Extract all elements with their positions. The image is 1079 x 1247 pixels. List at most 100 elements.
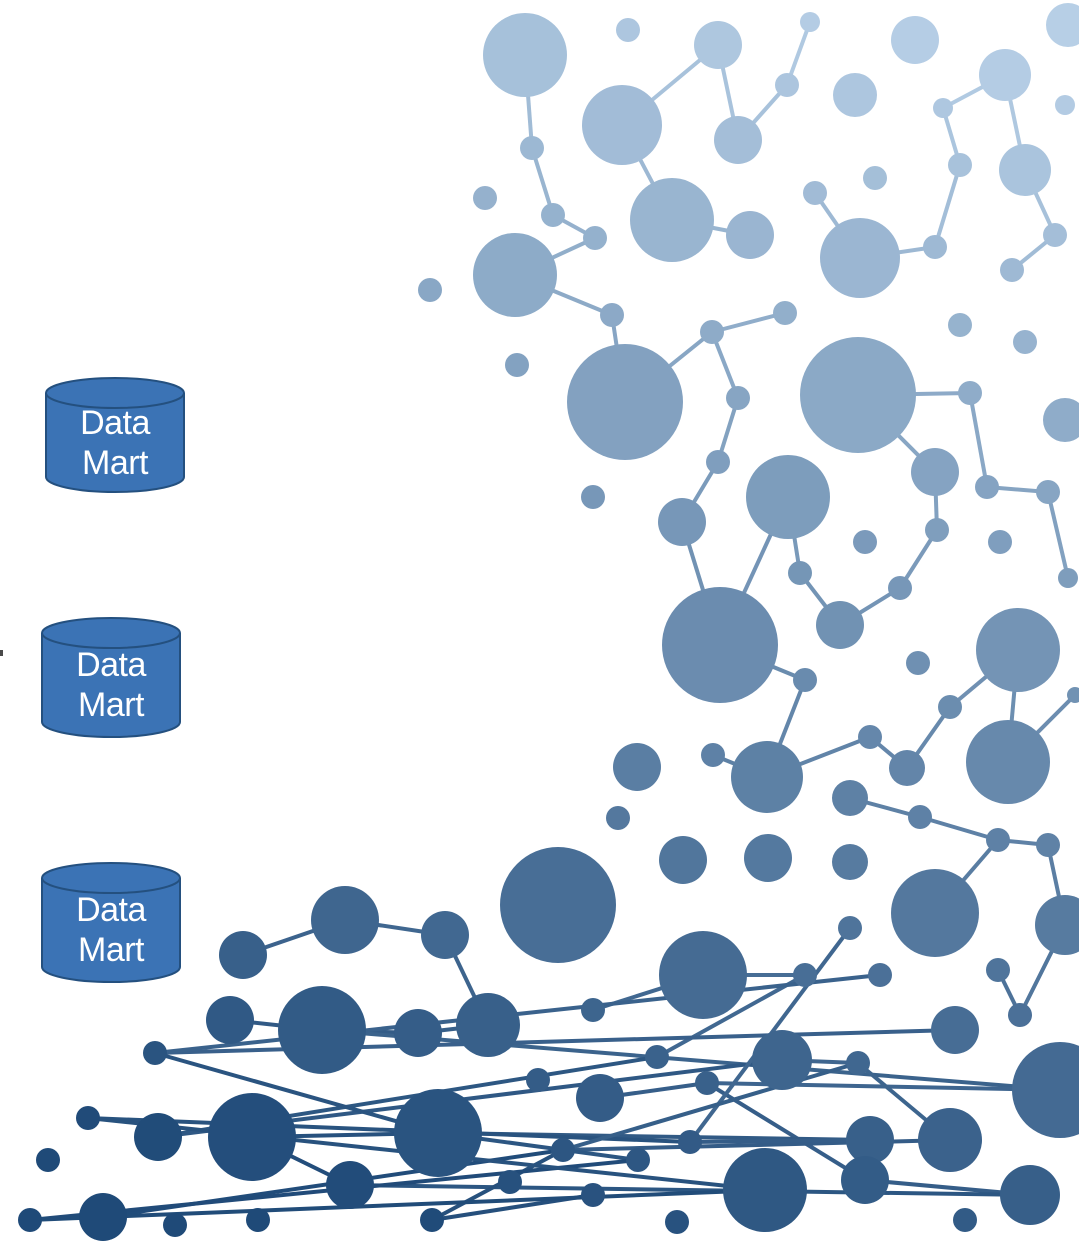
network-node: [394, 1089, 482, 1177]
network-node: [79, 1193, 127, 1241]
network-node: [793, 668, 817, 692]
network-node: [134, 1113, 182, 1161]
network-node: [714, 116, 762, 164]
network-node: [888, 576, 912, 600]
network-node: [694, 21, 742, 69]
network-node: [658, 498, 706, 546]
network-node: [953, 1208, 977, 1232]
network-node: [793, 963, 817, 987]
network-node: [394, 1009, 442, 1057]
network-edge: [968, 392, 989, 488]
network-node: [841, 1156, 889, 1204]
network-node: [600, 303, 624, 327]
network-node: [576, 1074, 624, 1122]
network-node: [1043, 398, 1079, 442]
network-edge: [29, 1188, 766, 1222]
network-node: [979, 49, 1031, 101]
network-node: [278, 986, 366, 1074]
network-node: [1000, 1165, 1060, 1225]
network-node: [931, 1006, 979, 1054]
network-node: [606, 806, 630, 830]
network-node: [846, 1051, 870, 1075]
network-node: [999, 144, 1051, 196]
network-node: [626, 1148, 650, 1172]
network-node: [891, 869, 979, 957]
network-node: [988, 530, 1012, 554]
network-node: [505, 353, 529, 377]
network-node: [911, 448, 959, 496]
network-node: [567, 344, 683, 460]
network-edge: [431, 1148, 564, 1222]
network-node: [659, 836, 707, 884]
network-node: [958, 381, 982, 405]
network-node: [421, 911, 469, 959]
network-node: [326, 1161, 374, 1209]
network-node: [832, 780, 868, 816]
network-node: [838, 916, 862, 940]
network-node: [76, 1106, 100, 1130]
network-node: [420, 1208, 444, 1232]
network-node: [908, 805, 932, 829]
network-node: [520, 136, 544, 160]
network-node: [986, 958, 1010, 982]
data-mart-label-line2: Mart: [78, 931, 145, 969]
network-node: [800, 337, 916, 453]
network-node: [659, 931, 747, 1019]
network-edge: [562, 1061, 859, 1152]
network-node: [833, 73, 877, 117]
network-node: [163, 1213, 187, 1237]
network-node: [1036, 833, 1060, 857]
network-node: [868, 963, 892, 987]
network-node: [581, 485, 605, 509]
network-node: [473, 233, 557, 317]
network-node: [975, 475, 999, 499]
data-mart-label-line2: Mart: [78, 686, 145, 724]
network-edge: [1046, 491, 1070, 579]
network-node: [863, 166, 887, 190]
network-node: [803, 181, 827, 205]
data-mart-label-line1: Data: [76, 646, 146, 684]
network-node: [948, 313, 972, 337]
network-node: [311, 886, 379, 954]
network-node: [853, 530, 877, 554]
network-node: [36, 1148, 60, 1172]
database-cylinder-icon: [41, 617, 181, 738]
network-node: [700, 320, 724, 344]
network-node: [246, 1208, 270, 1232]
network-node: [551, 1138, 575, 1162]
network-node: [744, 834, 792, 882]
network-node: [746, 455, 830, 539]
network-edge: [689, 1138, 871, 1144]
network-node: [706, 450, 730, 474]
network-node: [948, 153, 972, 177]
network-node: [581, 1183, 605, 1207]
network-node: [143, 1041, 167, 1065]
network-node: [889, 750, 925, 786]
network-edge: [656, 973, 806, 1059]
network-node: [678, 1130, 702, 1154]
network-node: [1043, 223, 1067, 247]
network-node: [726, 211, 774, 259]
network-node: [1036, 480, 1060, 504]
network-node: [858, 725, 882, 749]
network-edge: [321, 1028, 1061, 1092]
network-node: [925, 518, 949, 542]
network-node: [1035, 895, 1079, 955]
network-node: [918, 1108, 982, 1172]
network-node: [630, 178, 714, 262]
network-node: [1012, 1042, 1079, 1138]
network-node: [1058, 568, 1078, 588]
network-node: [583, 226, 607, 250]
network-node: [966, 720, 1050, 804]
network-node: [1067, 687, 1079, 703]
network-node: [498, 1170, 522, 1194]
network-node: [208, 1093, 296, 1181]
network-edge: [933, 164, 962, 248]
network-node: [1046, 3, 1079, 47]
network-node: [206, 996, 254, 1044]
data-mart-label-line1: Data: [80, 404, 150, 442]
network-node: [938, 695, 962, 719]
network-node: [500, 847, 616, 963]
network-node: [1013, 330, 1037, 354]
